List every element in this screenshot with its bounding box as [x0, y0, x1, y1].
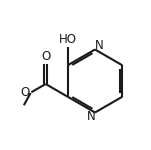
Text: O: O: [21, 86, 30, 99]
Text: O: O: [41, 50, 50, 63]
Text: N: N: [87, 110, 96, 123]
Text: HO: HO: [59, 33, 77, 46]
Text: N: N: [94, 39, 103, 52]
